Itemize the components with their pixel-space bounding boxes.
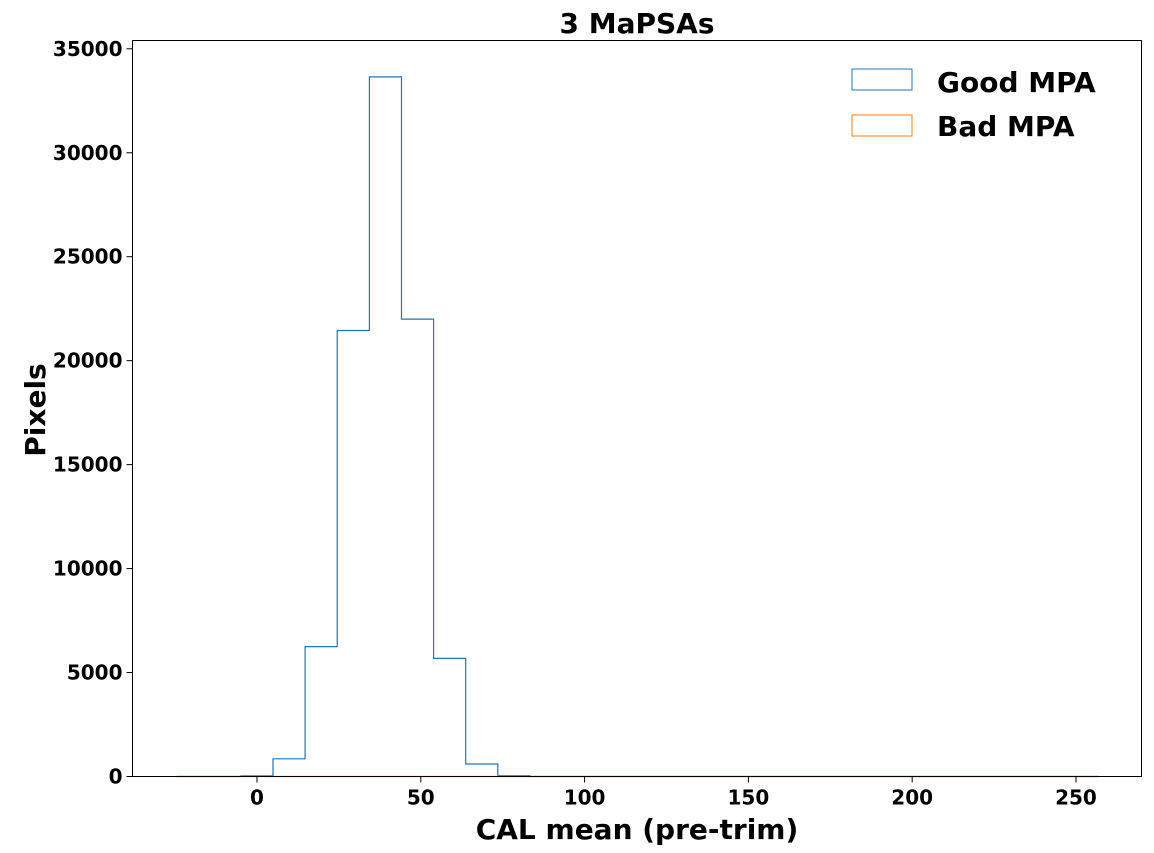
legend-label-bad-mpa: Bad MPA bbox=[937, 110, 1075, 143]
x-axis: 0 50 100 150 200 250 bbox=[250, 776, 1097, 810]
x-tick-label: 0 bbox=[250, 786, 264, 810]
chart-title: 3 MaPSAs bbox=[559, 7, 714, 40]
y-tick-label: 25000 bbox=[53, 245, 123, 269]
legend-swatch-good-mpa bbox=[851, 68, 913, 91]
x-tick-label: 250 bbox=[1055, 786, 1097, 810]
x-tick-label: 100 bbox=[564, 786, 606, 810]
legend-item-bad-mpa: Bad MPA bbox=[851, 110, 1075, 143]
x-tick-label: 150 bbox=[728, 786, 770, 810]
y-axis-label: Pixels bbox=[19, 363, 52, 456]
series-good-mpa-histogram bbox=[176, 76, 1099, 778]
y-tick-label: 35000 bbox=[53, 37, 123, 61]
legend-swatch-bad-mpa bbox=[851, 114, 913, 137]
legend-item-good-mpa: Good MPA bbox=[851, 66, 1096, 99]
y-tick-label: 5000 bbox=[67, 661, 123, 685]
legend: Good MPA Bad MPA bbox=[851, 66, 1096, 143]
y-tick-label: 20000 bbox=[53, 349, 123, 373]
x-tick-label: 200 bbox=[891, 786, 933, 810]
y-tick-label: 15000 bbox=[53, 453, 123, 477]
legend-label-good-mpa: Good MPA bbox=[937, 66, 1096, 99]
x-axis-label: CAL mean (pre-trim) bbox=[476, 813, 799, 846]
plot-frame bbox=[132, 40, 1142, 777]
y-tick-label: 30000 bbox=[53, 141, 123, 165]
y-axis: 0 5000 10000 15000 20000 25000 30000 35000 bbox=[53, 37, 133, 789]
x-tick-label: 50 bbox=[407, 786, 435, 810]
y-tick-label: 0 bbox=[109, 765, 123, 789]
plot-area bbox=[176, 76, 1099, 778]
y-tick-label: 10000 bbox=[53, 557, 123, 581]
